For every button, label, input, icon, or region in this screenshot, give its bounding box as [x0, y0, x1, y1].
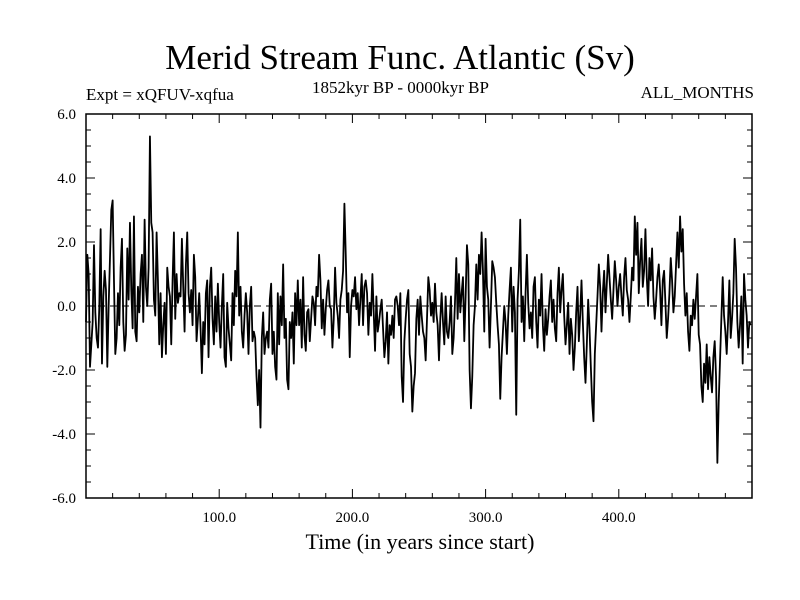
y-tick-label: 4.0 [57, 171, 76, 187]
series-line-0 [85, 135, 752, 464]
period-subtitle: 1852kyr BP - 0000kyr BP [312, 78, 489, 97]
y-tick-label: -6.0 [52, 491, 76, 507]
experiment-label: Expt = xQFUV-xqfua [86, 85, 234, 104]
y-tick-label: -4.0 [52, 427, 76, 443]
x-axis-label: Time (in years since start) [305, 529, 535, 554]
y-tick-label: 6.0 [57, 107, 76, 123]
x-tick-label: 100.0 [202, 510, 236, 526]
season-label: ALL_MONTHS [640, 83, 754, 102]
x-tick-label: 400.0 [602, 510, 636, 526]
x-tick-label: 300.0 [469, 510, 503, 526]
chart-title: Merid Stream Func. Atlantic (Sv) [165, 38, 635, 77]
y-tick-label: 0.0 [57, 299, 76, 315]
x-tick-label: 200.0 [336, 510, 370, 526]
y-tick-label: 2.0 [57, 235, 76, 251]
y-tick-label: -2.0 [52, 363, 76, 379]
